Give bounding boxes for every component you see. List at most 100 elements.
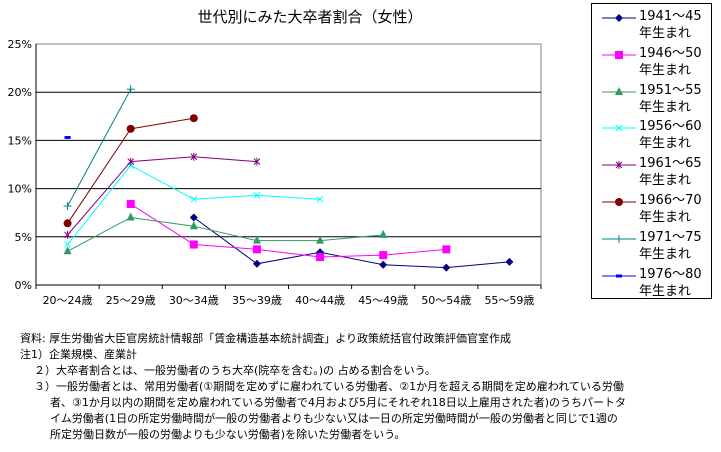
data-point [379, 251, 388, 260]
data-point [252, 235, 261, 244]
x-tick-label: 25～29歳 [106, 294, 156, 307]
data-point [189, 114, 198, 123]
data-point [252, 259, 261, 268]
legend-label: 1941～45 年生まれ [639, 8, 702, 42]
legend-label: 1976～80 年生まれ [639, 266, 702, 300]
legend-label: 1966～70 年生まれ [639, 192, 702, 226]
series-line [67, 156, 257, 236]
data-point [615, 86, 623, 95]
data-point [190, 195, 198, 203]
data-point [189, 221, 198, 230]
series-1971～75 [63, 85, 135, 210]
data-point [615, 125, 623, 132]
data-point [379, 260, 388, 269]
data-point [316, 253, 325, 262]
y-tick-label: 20% [8, 86, 32, 99]
legend-item: 1951～55 年生まれ [592, 82, 713, 118]
legend-label: 1946～50 年生まれ [639, 45, 702, 79]
legend-label-years: 1976～80 [639, 266, 702, 282]
x-tick-label: 45～49歳 [358, 294, 408, 307]
plot-area [35, 43, 542, 286]
notes: 資料: 厚生労働省大臣官房統計情報部「賃金構造基本統計調査」より政策統括官付政策… [20, 331, 626, 443]
data-point [126, 85, 135, 94]
x-tick-label: 55～59歳 [484, 294, 534, 307]
data-point [63, 201, 72, 210]
series-1956～60 [64, 162, 324, 248]
legend-swatch [602, 274, 636, 278]
series-1961～65 [64, 152, 261, 239]
note-3-cont: 者、③1か月以内の期間を定め雇われている労働者で4月および5月にそれぞれ18日以… [50, 396, 627, 409]
series-1946～50 [126, 200, 451, 262]
series-line [130, 203, 447, 258]
note-3: ３）一般労働者とは、常用労働者(①期間を定めずに雇われている労働者、②1か月を超… [34, 380, 624, 393]
legend-label-years: 1961～65 [639, 156, 702, 172]
line-chart: 0% 5% 10% 15% 20% 25% 20～24歳 25～29歳 30～34歳 35～39歳… [8, 38, 542, 307]
data-point [63, 219, 72, 228]
data-point [64, 230, 71, 239]
x-tick-label: 50～54歳 [421, 294, 471, 307]
x-tick-label: 20～24歳 [43, 294, 93, 307]
legend-label-suffix: 年生まれ [639, 62, 692, 78]
data-point [126, 212, 135, 221]
legend-swatch [602, 161, 636, 170]
legend-label: 1951～55 年生まれ [639, 82, 702, 116]
legend-swatch [602, 86, 636, 95]
data-point [615, 14, 623, 22]
data-point [379, 229, 388, 238]
data-point [316, 235, 325, 244]
y-tick-label: 25% [8, 38, 32, 51]
legend-label-suffix: 年生まれ [639, 246, 692, 262]
chart-title: 世代別にみた大卒者割合（女性） [197, 8, 423, 26]
y-tick-label: 15% [8, 134, 32, 147]
series-1966～70 [63, 114, 198, 228]
legend: 1941～45 年生まれ 1946～50 年生まれ 1951～55 年生まれ 1956～60… [591, 3, 712, 299]
x-tick-label: 35～39歳 [232, 294, 282, 307]
note-3-cont: 所定労働日数が一般の労働よりも少ない労働者)を除いた労働者をいう。 [50, 428, 406, 441]
data-point [505, 257, 514, 266]
legend-swatch [602, 125, 636, 132]
data-point [252, 245, 261, 254]
legend-item: 1961～65 年生まれ [592, 155, 713, 191]
data-point [64, 136, 71, 140]
note-1: 注1）企業規模、産業計 [20, 348, 137, 361]
legend-label-years: 1941～45 [639, 9, 702, 24]
data-point [190, 152, 198, 161]
data-point [253, 191, 261, 199]
data-point [63, 246, 72, 255]
series-1976～80 [64, 136, 71, 140]
series-1941～45 [189, 213, 514, 272]
x-tick-label: 30～34歳 [169, 294, 219, 307]
legend-label: 1971～75 年生まれ [639, 229, 702, 263]
y-tick-label: 0% [15, 279, 32, 292]
legend-label-years: 1946～50 [639, 45, 702, 61]
data-point [616, 274, 622, 278]
data-point [189, 213, 198, 222]
legend-item: 1946～50 年生まれ [592, 45, 713, 81]
legend-label: 1961～65 年生まれ [639, 155, 702, 189]
data-point [442, 245, 451, 254]
legend-item: 1971～75 年生まれ [592, 229, 713, 265]
data-point [615, 234, 623, 243]
data-point [127, 157, 135, 166]
note-2: ２）大卒者割合とは、一般労働者のうち大卒(院卒を含む。)の 占める割合をいう。 [34, 364, 436, 377]
legend-swatch [602, 234, 636, 243]
data-point [189, 240, 198, 249]
legend-item: 1941～45 年生まれ [592, 8, 713, 44]
data-point [253, 157, 261, 166]
legend-label-suffix: 年生まれ [639, 26, 692, 41]
legend-label-years: 1951～55 [639, 82, 702, 98]
data-point [615, 198, 623, 206]
data-point [126, 124, 135, 133]
y-tick-label: 10% [8, 183, 32, 196]
data-point [615, 50, 623, 59]
series-line [193, 217, 510, 269]
legend-label-suffix: 年生まれ [639, 136, 692, 152]
legend-label-years: 1956～60 [639, 119, 702, 135]
legend-label: 1956～60 年生まれ [639, 118, 702, 152]
legend-label-suffix: 年生まれ [639, 283, 692, 299]
legend-swatch [602, 14, 636, 22]
legend-item: 1956～60 年生まれ [592, 118, 713, 154]
legend-item: 1966～70 年生まれ [592, 192, 713, 228]
legend-swatch [602, 198, 636, 206]
